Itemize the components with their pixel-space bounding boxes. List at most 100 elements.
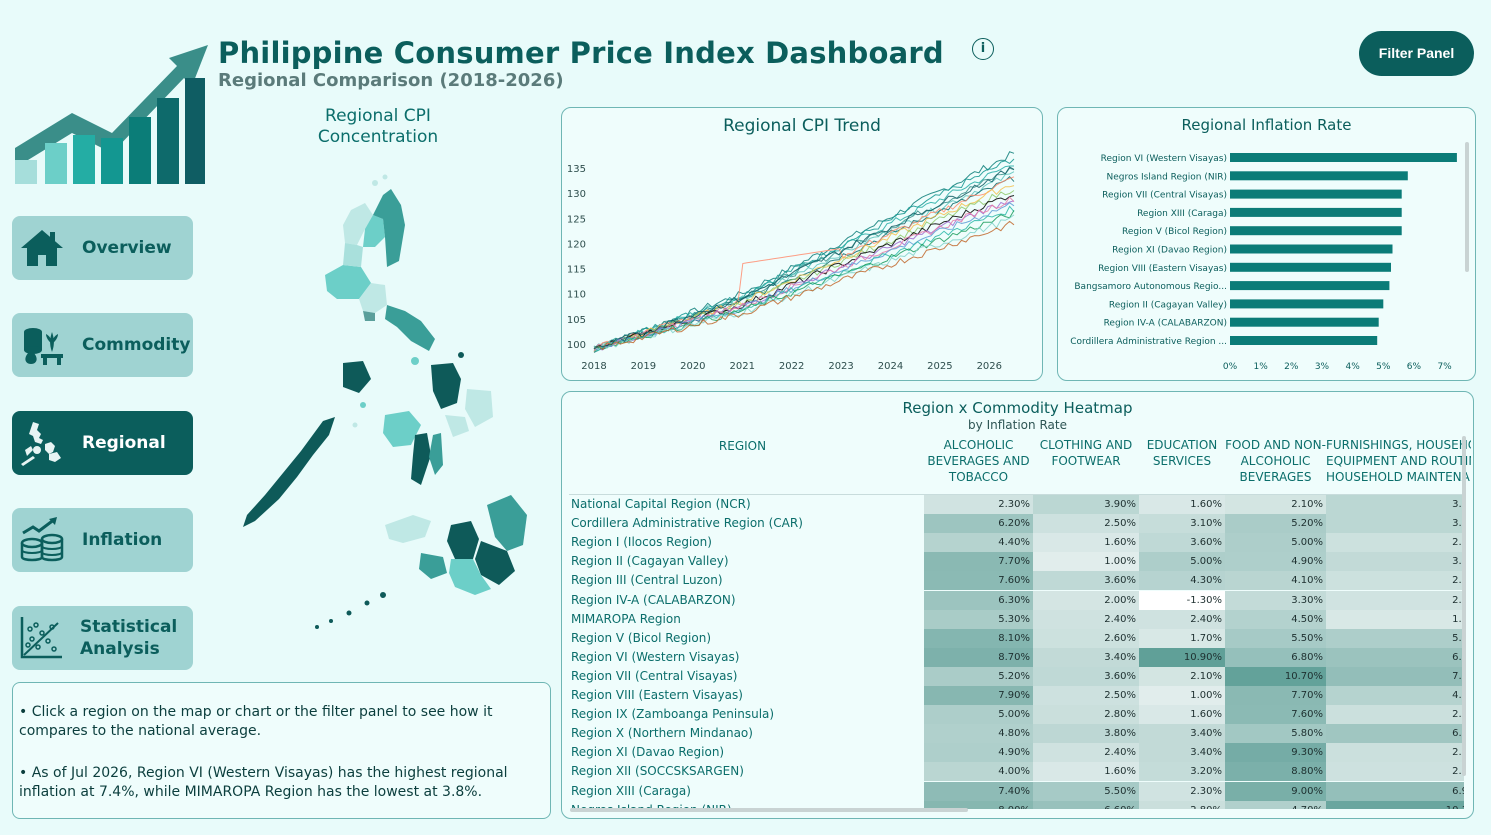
heatmap-column-header[interactable]: EDUCATION SERVICES: [1139, 437, 1225, 469]
heatmap-row-label[interactable]: MIMAROPA Region: [571, 611, 681, 626]
philippines-choropleth-map[interactable]: [225, 165, 545, 640]
inflation-bar[interactable]: [1230, 171, 1408, 181]
heatmap-cell[interactable]: 2.5: [1326, 762, 1464, 782]
heatmap-cell[interactable]: 5.50%: [1033, 781, 1139, 801]
heatmap-cell[interactable]: 2.7: [1326, 705, 1464, 725]
inflation-bar[interactable]: [1230, 207, 1402, 217]
heatmap-cell[interactable]: 3.30%: [1225, 590, 1326, 610]
heatmap-cell[interactable]: 1.60%: [1139, 705, 1225, 725]
heatmap-cell[interactable]: -1.30%: [1139, 590, 1225, 610]
heatmap-cell[interactable]: 2.50%: [1033, 686, 1139, 705]
heatmap-cell[interactable]: 1.60%: [1033, 762, 1139, 782]
heatmap-row[interactable]: Region XII (SOCCSKSARGEN) 4.00% 1.60% 3.20%…: [569, 762, 1464, 782]
heatmap-row-label[interactable]: Region I (Ilocos Region): [571, 535, 712, 550]
heatmap-cell[interactable]: 4.50%: [1225, 609, 1326, 629]
heatmap-cell[interactable]: 6.30%: [924, 590, 1033, 610]
info-icon[interactable]: i: [972, 38, 994, 60]
heatmap-cell[interactable]: 2.10%: [1139, 666, 1225, 686]
heatmap-cell[interactable]: 10.70%: [1225, 666, 1326, 686]
heatmap-cell[interactable]: 8.70%: [924, 647, 1033, 667]
trend-series-line[interactable]: [593, 205, 1015, 352]
heatmap-row[interactable]: Region X (Northern Mindanao) 4.80% 3.80% 3.…: [569, 724, 1464, 744]
heatmap-cell[interactable]: 2.3: [1326, 590, 1464, 610]
heatmap-cell[interactable]: 2.80%: [1139, 800, 1225, 809]
trend-series-line[interactable]: [593, 166, 1015, 350]
heatmap-cell[interactable]: 4.00%: [924, 762, 1033, 782]
heatmap-cell[interactable]: 9.30%: [1225, 743, 1326, 763]
heatmap-cell[interactable]: 3.90%: [1033, 495, 1139, 514]
heatmap-column-header[interactable]: FURNISHINGS, HOUSEHOL EQUIPMENT AND ROUTI…: [1326, 437, 1471, 485]
heatmap-cell[interactable]: 2.00%: [1033, 590, 1139, 610]
heatmap-row[interactable]: Region XIII (Caraga) 7.40% 5.50% 2.30% 9.00%…: [569, 781, 1464, 801]
heatmap-cell[interactable]: 6.20%: [924, 514, 1033, 534]
inflation-bar[interactable]: [1230, 262, 1391, 272]
heatmap-card[interactable]: Region x Commodity Heatmap by Inflation …: [561, 391, 1474, 819]
heatmap-cell[interactable]: 7.0: [1326, 666, 1464, 686]
heatmap-row-label[interactable]: Region XIII (Caraga): [571, 783, 691, 798]
heatmap-cell[interactable]: 2.40%: [1033, 743, 1139, 763]
heatmap-cell[interactable]: 2.6: [1326, 533, 1464, 553]
heatmap-row[interactable]: Negros Island Region (NIR) 8.00%6.60%2.80…: [569, 800, 1464, 809]
heatmap-cell[interactable]: 1.60%: [1139, 495, 1225, 514]
heatmap-row-label[interactable]: Negros Island Region (NIR): [571, 803, 917, 809]
heatmap-row-label[interactable]: Region II (Cagayan Valley): [571, 554, 729, 569]
heatmap-cell[interactable]: 5.20%: [1225, 514, 1326, 534]
heatmap-cell[interactable]: 7.70%: [924, 552, 1033, 572]
heatmap-cell[interactable]: 2.60%: [1033, 628, 1139, 648]
trend-series-line[interactable]: [593, 220, 1015, 351]
heatmap-cell[interactable]: 8.10%: [924, 628, 1033, 648]
heatmap-cell[interactable]: 7.70%: [1225, 686, 1326, 705]
heatmap-cell[interactable]: 4.90%: [924, 743, 1033, 763]
heatmap-cell[interactable]: 2.40%: [1033, 609, 1139, 629]
heatmap-row[interactable]: Region I (Ilocos Region) 4.40% 1.60% 3.60% 5…: [569, 533, 1464, 553]
heatmap-row-label[interactable]: National Capital Region (NCR): [571, 497, 751, 511]
heatmap-cell[interactable]: 2.30%: [1139, 781, 1225, 801]
heatmap-horizontal-scrollbar[interactable]: [570, 808, 968, 812]
heatmap-row[interactable]: Region VII (Central Visayas) 5.20% 3.60% 2.…: [569, 666, 1464, 686]
heatmap-row-label[interactable]: Region VI (Western Visayas): [571, 649, 740, 664]
heatmap-vertical-scrollbar[interactable]: [1462, 436, 1466, 776]
heatmap-cell[interactable]: 4.30%: [1139, 571, 1225, 591]
heatmap-cell[interactable]: 1.7: [1326, 609, 1464, 629]
trend-series-line[interactable]: [593, 165, 1014, 350]
heatmap-row[interactable]: Region VIII (Eastern Visayas) 7.90% 2.50% 1…: [569, 686, 1464, 705]
heatmap-row[interactable]: Region V (Bicol Region) 8.10% 2.60% 1.70% 5.…: [569, 628, 1464, 648]
trend-series-line[interactable]: [593, 185, 1015, 352]
heatmap-region-header[interactable]: REGION: [718, 439, 767, 453]
heatmap-cell[interactable]: 4.80%: [924, 724, 1033, 744]
heatmap-cell[interactable]: 5.00%: [1225, 533, 1326, 553]
nav-statistical-analysis-button[interactable]: Statistical Analysis: [12, 606, 193, 670]
heatmap-cell[interactable]: 6.9: [1326, 781, 1464, 801]
inflation-bar[interactable]: [1230, 299, 1384, 309]
heatmap-row-label[interactable]: Region VII (Central Visayas): [571, 668, 738, 683]
inflation-bar[interactable]: [1230, 244, 1393, 254]
heatmap-cell[interactable]: 4.4: [1326, 686, 1464, 705]
trend-series-line[interactable]: [593, 202, 1015, 351]
heatmap-cell[interactable]: 5.80%: [1225, 724, 1326, 744]
trend-series-line[interactable]: [593, 190, 1015, 350]
regional-cpi-trend-card[interactable]: Regional CPI Trend 100 105 110 115 120 125 130…: [561, 107, 1043, 381]
inflation-bar-chart[interactable]: Region VI (Western Visayas) Negros Island…: [1058, 108, 1475, 380]
heatmap-cell[interactable]: 3.60%: [1033, 666, 1139, 686]
heatmap-cell[interactable]: 6.0: [1326, 724, 1464, 744]
heatmap-cell[interactable]: 2.7: [1326, 743, 1464, 763]
heatmap-cell[interactable]: 1.60%: [1033, 533, 1139, 553]
trend-series-line[interactable]: [593, 171, 1015, 349]
heatmap-row[interactable]: Region IV-A (CALABARZON) 6.30% 2.00% -1.30%…: [569, 590, 1464, 610]
heatmap-row-label[interactable]: Region XI (Davao Region): [571, 745, 725, 760]
heatmap-column-header[interactable]: CLOTHING AND FOOTWEAR: [1033, 437, 1139, 469]
heatmap-row[interactable]: Region VI (Western Visayas) 8.70% 3.40% 10.…: [569, 647, 1464, 667]
heatmap-cell[interactable]: 3.40%: [1033, 647, 1139, 667]
heatmap-cell[interactable]: 3.9: [1326, 514, 1464, 534]
heatmap-row-label[interactable]: Region IX (Zamboanga Peninsula): [571, 707, 775, 722]
heatmap-row[interactable]: Region XI (Davao Region) 4.90% 2.40% 3.40% 9…: [569, 743, 1464, 763]
heatmap-row-label[interactable]: Region VIII (Eastern Visayas): [571, 688, 743, 702]
heatmap-cell[interactable]: 8.80%: [1225, 762, 1326, 782]
trend-series-line[interactable]: [593, 167, 1015, 352]
heatmap-row[interactable]: Region II (Cagayan Valley) 7.70% 1.00% 5.00…: [569, 552, 1464, 572]
heatmap-column-header[interactable]: FOOD AND NON- ALCOHOLIC BEVERAGES: [1225, 437, 1326, 485]
trend-series-line[interactable]: [593, 151, 1015, 350]
nav-regional-button[interactable]: Regional: [12, 411, 193, 475]
heatmap-row-label[interactable]: Region III (Central Luzon): [571, 573, 723, 588]
inflation-bar[interactable]: [1230, 281, 1390, 291]
